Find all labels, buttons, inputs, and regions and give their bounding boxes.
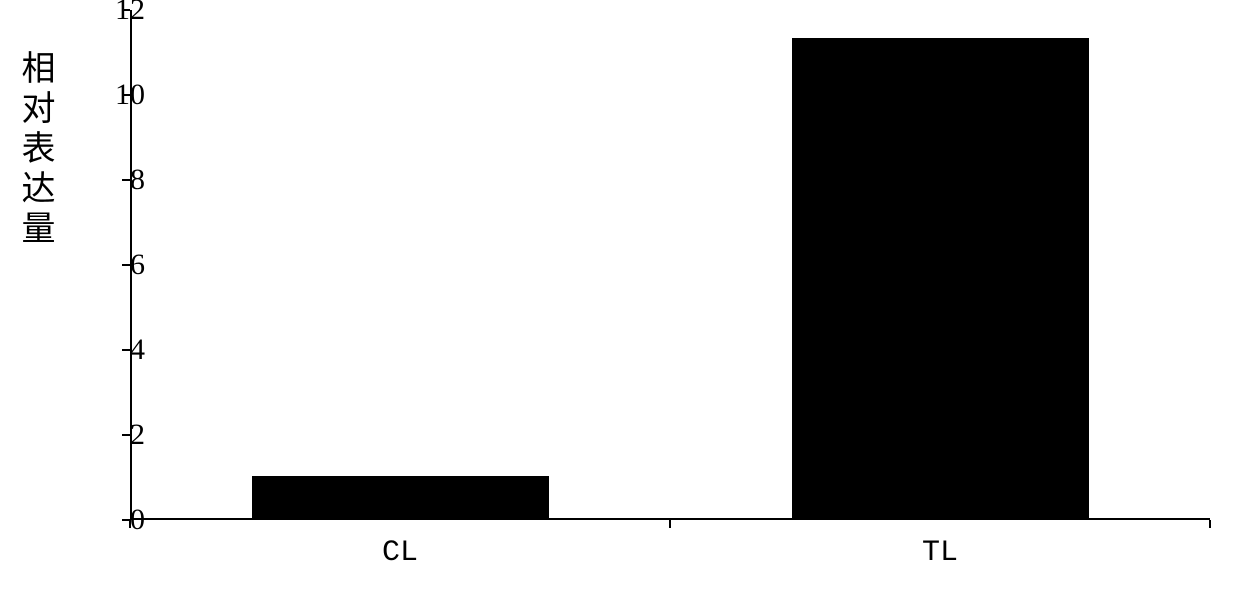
plot-area [130,10,1210,520]
x-tick [669,520,671,528]
x-tick-label: TL [922,536,958,570]
x-tick [1209,520,1211,528]
y-tick-label: 6 [85,248,145,282]
y-tick-label: 2 [85,418,145,452]
y-tick-label: 8 [85,163,145,197]
y-tick-label: 12 [85,0,145,27]
y-tick-label: 0 [85,503,145,537]
y-axis-label: 相对表达量 [10,50,59,250]
y-tick-label: 4 [85,333,145,367]
bar-chart: 相对表达量 0 2 4 6 8 10 12 CL TL [0,0,1240,591]
x-tick-label: CL [382,536,418,570]
y-tick-label: 10 [85,78,145,112]
bar [252,476,549,519]
bar [792,38,1089,518]
